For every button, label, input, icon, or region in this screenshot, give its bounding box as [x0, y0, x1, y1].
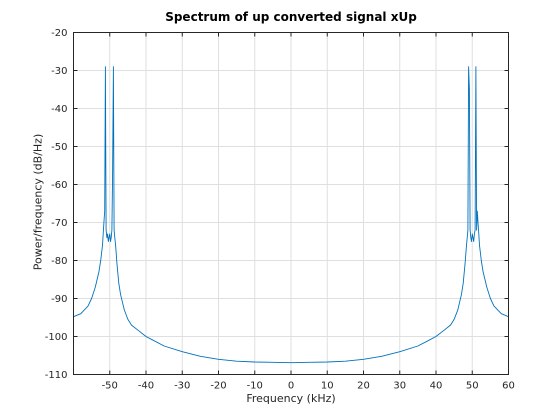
x-tick-label: 30: [393, 381, 406, 392]
x-tick-label: 50: [466, 381, 479, 392]
x-tick-label: -10: [247, 381, 263, 392]
x-tick-label: -30: [174, 381, 190, 392]
x-tick-label: 60: [502, 381, 515, 392]
x-tick-label: -20: [210, 381, 226, 392]
y-tick-label: -100: [45, 332, 68, 343]
spectrum-line: [73, 66, 509, 364]
y-tick-label: -110: [45, 370, 68, 381]
grid: [73, 32, 509, 375]
y-tick-label: -70: [51, 218, 67, 229]
x-tick-label: -50: [102, 381, 118, 392]
y-axis-label: Power/frequency (dB/Hz): [31, 133, 45, 271]
y-tick-label: -80: [51, 256, 67, 267]
x-tick-label: -40: [138, 381, 154, 392]
x-tick-label: 20: [357, 381, 370, 392]
x-axis-label: Frequency (kHz): [246, 392, 336, 405]
y-tick-label: -50: [51, 142, 67, 153]
x-tick-label: 0: [288, 381, 294, 392]
x-tick-label: 40: [430, 381, 443, 392]
chart-title: Spectrum of up converted signal xUp: [165, 10, 417, 24]
ticks: -50 -40 -30 -20 -10 0 10 20 30 40 50 60-20-30-40-50…: [45, 28, 515, 392]
y-tick-label: -60: [51, 180, 67, 191]
y-tick-label: -30: [51, 66, 67, 77]
y-tick-label: -90: [51, 294, 67, 305]
y-tick-label: -40: [51, 104, 67, 115]
x-tick-label: 10: [321, 381, 334, 392]
series-layer: [73, 66, 509, 364]
y-tick-label: -20: [51, 28, 67, 39]
